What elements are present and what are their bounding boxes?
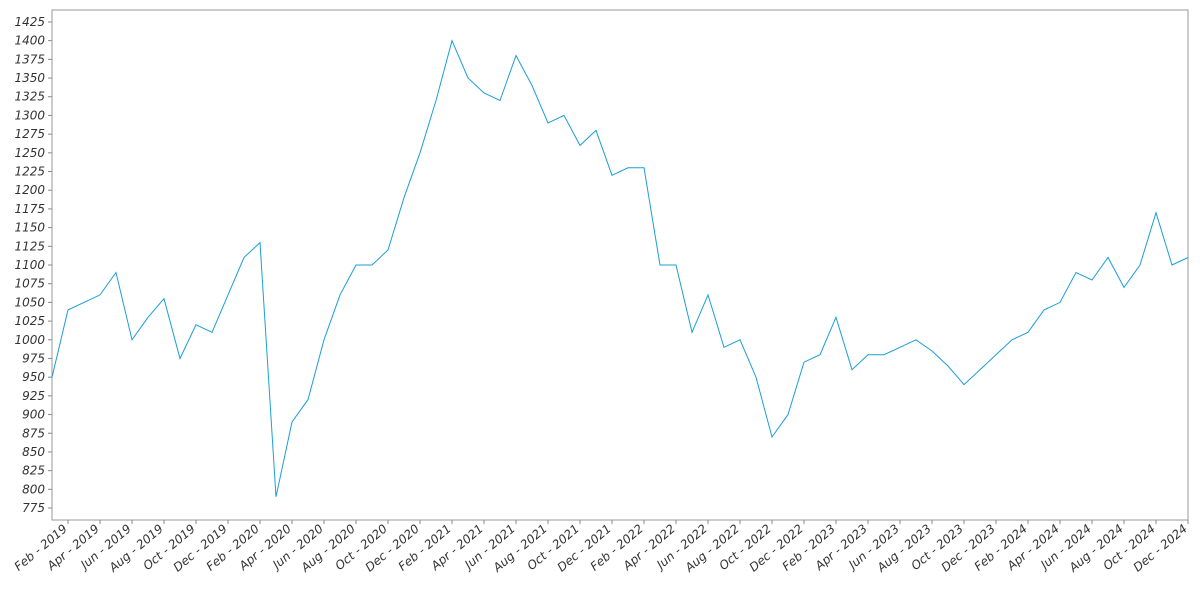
y-tick-label: 825 [22,464,45,478]
y-tick-label: 1025 [14,314,45,328]
y-tick-label: 1075 [14,277,45,291]
y-tick-label: 1150 [14,221,45,235]
y-tick-label: 950 [22,370,45,384]
y-tick-label: 775 [22,501,45,515]
y-tick-label: 1100 [14,258,45,272]
y-tick-label: 1250 [14,146,45,160]
y-tick-label: 1375 [14,52,45,66]
plot-frame [51,9,1189,521]
y-tick-label: 1125 [14,239,45,253]
y-tick-label: 800 [22,482,45,496]
y-tick-label: 1225 [14,165,45,179]
y-tick-label: 1350 [14,71,45,85]
y-tick-label: 875 [22,426,45,440]
y-tick-label: 1000 [14,333,45,347]
y-tick-label: 925 [22,389,45,403]
y-tick-label: 1325 [14,90,45,104]
y-tick-label: 1425 [14,15,45,29]
y-tick-label: 850 [22,445,45,459]
y-tick-label: 1200 [14,183,45,197]
y-tick-label: 1400 [14,34,45,48]
y-tick-label: 1300 [14,108,45,122]
y-tick-label: 1175 [14,202,45,216]
line-series [51,39,1189,497]
y-tick-label: 1275 [14,127,45,141]
y-tick-label: 975 [22,351,45,365]
y-tick-label: 1050 [14,295,45,309]
y-tick-label: 900 [22,408,45,422]
